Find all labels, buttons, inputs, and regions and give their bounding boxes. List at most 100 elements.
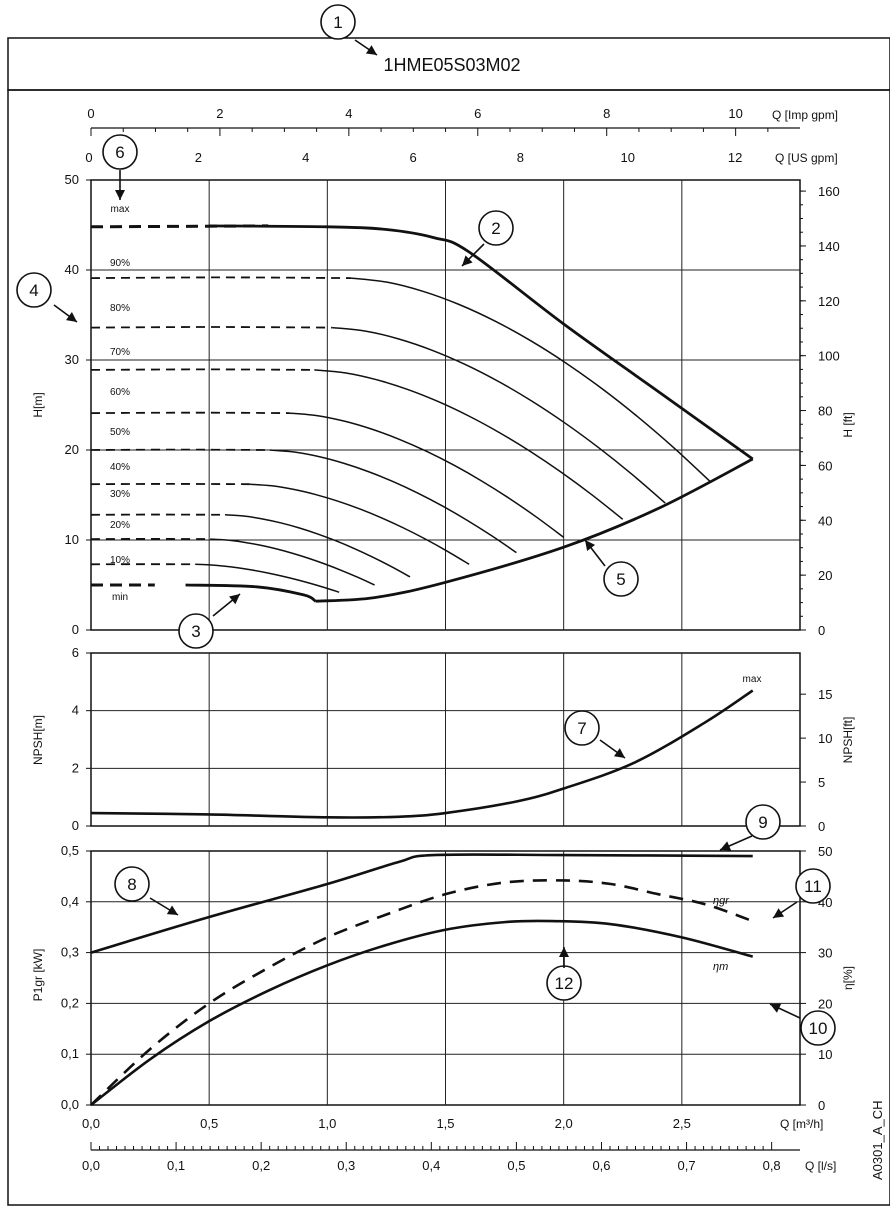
callout-circle-5 [603,561,639,597]
x-tick-us: 8 [517,150,524,165]
speed-curve-50% [269,449,517,554]
npsh-curve-label: max [743,674,762,685]
x-tick-imp: 8 [603,106,610,121]
callout-circle-2 [478,210,514,246]
head-ytick-right: 100 [818,349,840,364]
callout-arrowhead-11 [773,908,785,918]
head-ytick-right: 60 [818,458,832,473]
callout-number-8: 8 [127,875,136,894]
callout-number-12: 12 [555,974,574,993]
x-tick-ls: 0,3 [337,1158,355,1173]
x-tick-m3h: 2,0 [555,1116,573,1131]
x-tick-imp: 6 [474,106,481,121]
npsh-ytick-right: 15 [818,687,832,702]
callout-number-10: 10 [809,1019,828,1038]
speed-curve-dashed-70% [90,368,315,371]
power-ytick-right: 30 [818,946,832,961]
head-ytick-left: 40 [65,262,79,277]
speed-curve-30% [224,514,411,578]
callout-arrowhead-1 [365,45,377,55]
grid-layer [90,179,801,1106]
x-tick-ls: 0,2 [252,1158,270,1173]
x-tick-m3h: 1,5 [436,1116,454,1131]
head-ylabel-left: H[m] [31,392,45,417]
callout-arrowhead-12 [559,947,569,957]
callout-arrowhead-2 [462,255,473,266]
x-tick-ls: 0,8 [763,1158,781,1173]
callout-number-9: 9 [758,813,767,832]
callout-number-2: 2 [491,219,500,238]
callout-arrowhead-6 [115,190,125,200]
power-ylabel-left: P1gr [kW] [31,949,45,1002]
x-tick-us: 2 [195,150,202,165]
speed-curve-70% [314,369,624,520]
speed-curve-max [209,224,754,461]
callout-circle-10 [800,1010,836,1046]
npsh-ylabel-left: NPSH[m] [31,715,45,765]
series-P1gr [90,853,753,954]
npsh-ytick-left: 6 [72,645,79,660]
x-label-imp: Q [Imp gpm] [772,108,838,122]
callout-arrowhead-4 [65,312,77,322]
speed-label: min [112,592,128,603]
npsh-ylabel-right: NPSH[ft] [841,717,855,764]
callout-arrowhead-10 [770,1003,782,1013]
npsh-ytick-left: 0 [72,818,79,833]
callout-arrowhead-9 [720,841,732,851]
x-tick-m3h: 0,0 [82,1116,100,1131]
callout-number-4: 4 [29,281,38,300]
x-tick-m3h: 2,5 [673,1116,691,1131]
callout-number-11: 11 [804,877,822,896]
head-ytick-right: 20 [818,568,832,583]
speed-curve-10% [195,563,340,593]
power-ylabel-right: η[%] [841,966,855,990]
eta-gr-label: ηgr [713,895,730,907]
body-frame [7,89,890,1206]
axes-layer [86,127,806,1151]
labels-layer: 0102030405002460,00,10,20,30,40,50204060… [31,106,855,1173]
figure-code: A0301_A_CH [870,1101,885,1181]
speed-label: 90% [110,258,130,269]
head-ytick-left: 50 [65,172,79,187]
callout-circle-7 [564,710,600,746]
speed-label: 50% [110,427,130,438]
callout-number-3: 3 [191,622,200,641]
head-ytick-right: 40 [818,513,832,528]
x-tick-m3h: 1,0 [318,1116,336,1131]
speed-label: 10% [110,555,130,566]
speed-label: 40% [110,462,130,473]
speed-curve-dashed-80% [90,326,333,329]
power-ytick-right: 50 [818,844,832,859]
x-tick-ls: 0,6 [592,1158,610,1173]
x-tick-us: 10 [621,150,635,165]
power-ytick-left: 0,1 [61,1046,79,1061]
speed-curve-dashed-max [90,224,269,229]
head-ytick-left: 10 [65,532,79,547]
curves-layer [90,224,754,1107]
x-tick-imp: 2 [216,106,223,121]
x-tick-us: 6 [409,150,416,165]
callout-number-6: 6 [115,143,124,162]
series-ηgr [90,879,754,1106]
head-ytick-right: 120 [818,294,840,309]
speed-label: max [111,204,130,215]
speed-curve-90% [350,277,711,483]
power-ytick-left: 0,5 [61,843,79,858]
head-ytick-left: 20 [65,442,79,457]
callout-circle-4 [16,272,52,308]
callout-number-5: 5 [616,570,625,589]
head-ytick-right: 80 [818,404,832,419]
power-ytick-right: 20 [818,996,832,1011]
x-label-us: Q [US gpm] [775,151,838,165]
x-tick-us: 4 [302,150,309,165]
npsh-ytick-right: 5 [818,775,825,790]
eta-m-label: ηm [713,961,728,973]
x-tick-ls: 0,4 [422,1158,440,1173]
head-ytick-right: 160 [818,184,840,199]
x-tick-imp: 4 [345,106,352,121]
x-tick-us: 12 [728,150,742,165]
power-ytick-right: 0 [818,1098,825,1113]
speed-curve-min [185,583,317,603]
x-tick-ls: 0,5 [507,1158,525,1173]
